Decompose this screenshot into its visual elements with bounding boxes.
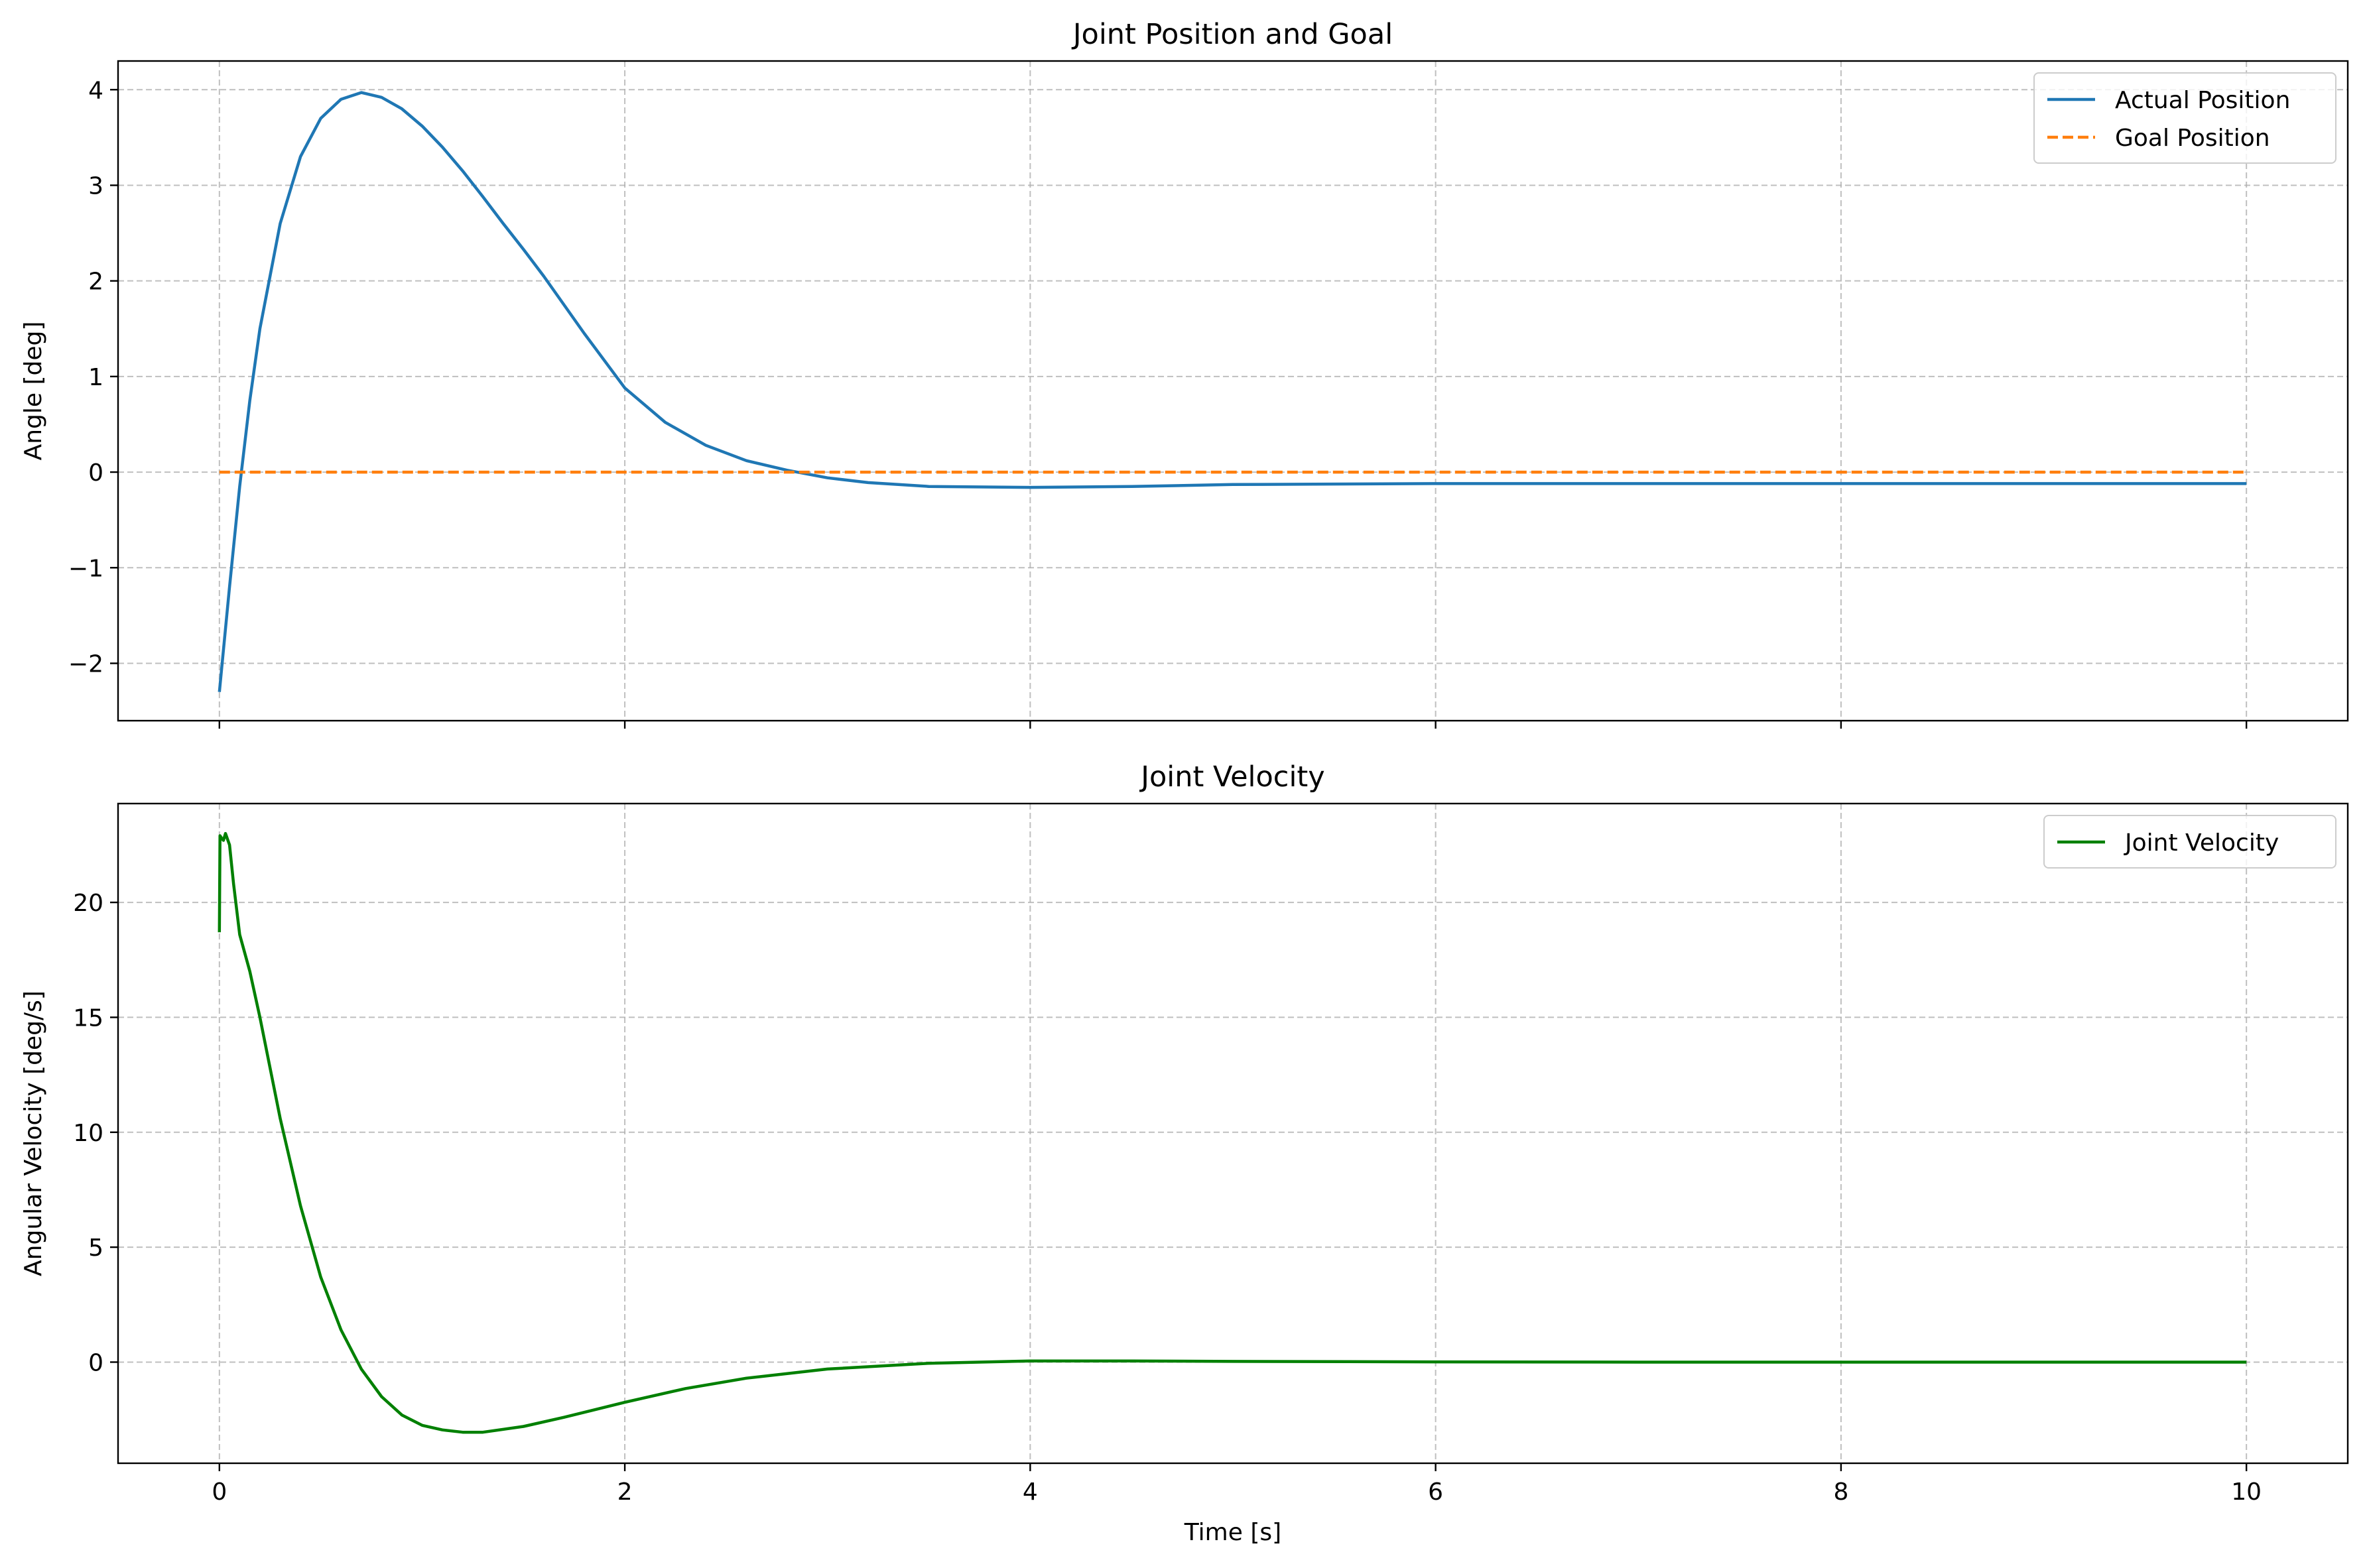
grid: [118, 61, 2348, 721]
y-tick-label: −1: [68, 555, 103, 582]
plot-frame: [117, 802, 2349, 1465]
y-axis-label: Angular Velocity [deg/s]: [20, 991, 47, 1276]
legend-label: Actual Position: [2115, 87, 2290, 114]
y-tick-label: 4: [88, 77, 103, 104]
y-tick-label: 1: [88, 364, 103, 391]
y-tick-label: 20: [73, 890, 103, 917]
chart-title: Joint Position and Goal: [1071, 18, 1393, 51]
x-tick-label: 0: [212, 1478, 227, 1506]
y-tick-label: 10: [73, 1120, 103, 1147]
y-tick-label: −2: [68, 650, 103, 678]
x-axis-label: Time [s]: [1184, 1519, 1281, 1546]
legend-box: [2033, 72, 2336, 164]
x-tick-label: 4: [1023, 1478, 1038, 1506]
y-tick-label: 15: [73, 1004, 103, 1032]
legend: Joint Velocity: [2043, 815, 2336, 869]
chart-title: Joint Velocity: [1139, 760, 1324, 794]
legend-label: Goal Position: [2115, 125, 2270, 152]
x-tick-label: 6: [1428, 1478, 1443, 1506]
y-tick-label: 0: [88, 1349, 103, 1376]
y-tick-label: 0: [88, 459, 103, 487]
x-tick-label: 8: [1833, 1478, 1848, 1506]
plot-frame: [117, 60, 2349, 722]
series-line: [218, 91, 2247, 692]
grid: [118, 804, 2348, 1463]
legend-label: Joint Velocity: [2124, 829, 2279, 857]
y-tick-label: 3: [88, 172, 103, 200]
y-tick-label: 5: [88, 1235, 103, 1262]
y-tick-label: 2: [88, 269, 103, 296]
legend-box: [2043, 815, 2336, 869]
velocity-panel: Joint Velocity Angular Velocity [deg/s] …: [20, 760, 2349, 1546]
position-panel: Joint Position and Goal Angle [deg] −2 −1…: [20, 18, 2349, 729]
y-axis-label: Angle [deg]: [20, 322, 47, 461]
x-tick-label: 2: [617, 1478, 633, 1506]
series-line: [218, 831, 2247, 1434]
x-tick-label: 10: [2231, 1478, 2262, 1506]
legend: Actual Position Goal Position: [2033, 72, 2336, 164]
